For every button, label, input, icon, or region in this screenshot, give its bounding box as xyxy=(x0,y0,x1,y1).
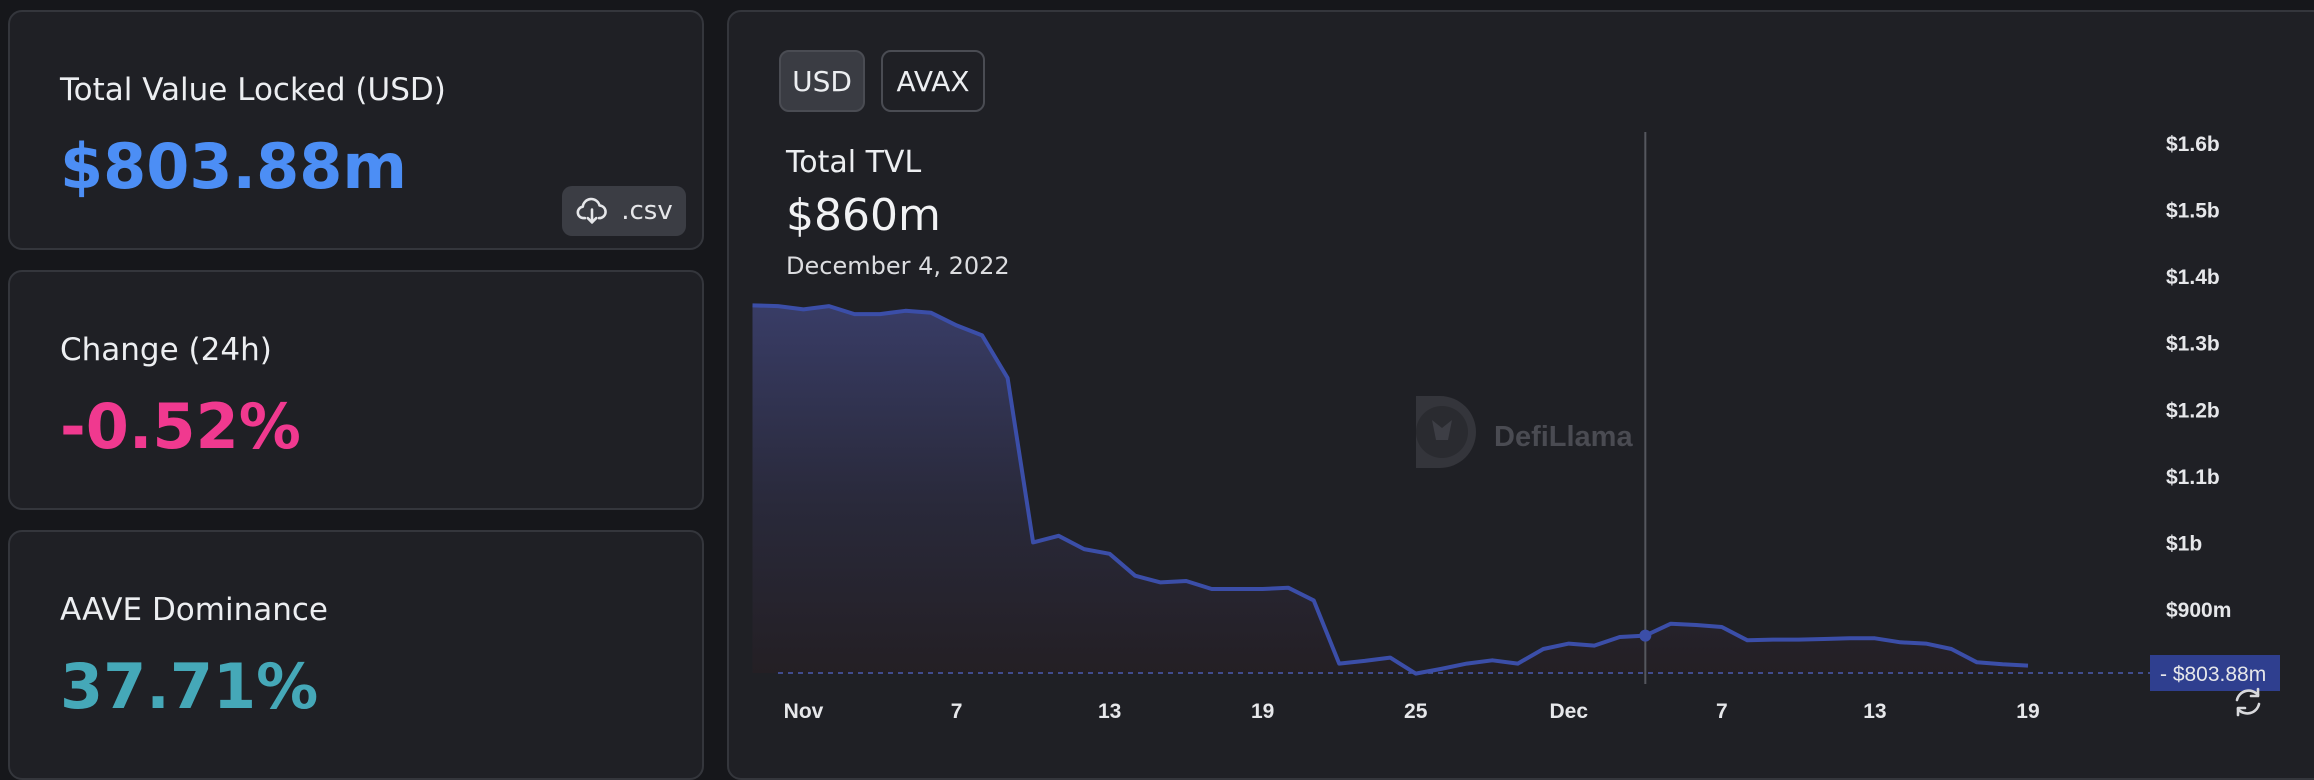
y-tick-label: $900m xyxy=(2166,599,2231,622)
watermark-text: DefiLlama xyxy=(1494,421,1633,453)
defillama-watermark: DefiLlama xyxy=(1416,396,1633,468)
x-tick-label: 19 xyxy=(1251,700,1274,723)
change-card: Change (24h) -0.52% xyxy=(8,270,704,510)
dominance-label: AAVE Dominance xyxy=(60,592,328,628)
dominance-card: AAVE Dominance 37.71% xyxy=(8,530,704,780)
x-tick-label: 19 xyxy=(2016,700,2039,723)
tooltip-date: December 4, 2022 xyxy=(786,252,1010,280)
tvl-area xyxy=(752,305,2028,674)
y-tick-label: $1.6b xyxy=(2166,133,2220,156)
y-tick-label: $1.3b xyxy=(2166,333,2220,356)
current-price-tag xyxy=(2150,655,2280,691)
tvl-chart: DefiLlama $1.6b $1.5b $1.4b $1.3b $1.2b $1.1b… xyxy=(752,132,2280,723)
tvl-card: Total Value Locked (USD) $803.88m .csv xyxy=(8,10,704,250)
x-tick-label: Dec xyxy=(1550,700,1589,723)
tvl-label: Total Value Locked (USD) xyxy=(60,72,446,108)
x-tick-label: Nov xyxy=(784,700,824,723)
y-tick-label: $1b xyxy=(2166,532,2202,555)
x-tick-label: 7 xyxy=(1716,700,1728,723)
dominance-value: 37.71% xyxy=(60,650,319,723)
tooltip-title: Total TVL xyxy=(785,145,921,180)
x-tick-label: 7 xyxy=(951,700,963,723)
tvl-line xyxy=(752,303,2029,676)
llama-logo-icon xyxy=(1416,396,1476,468)
avax-toggle-button[interactable]: AVAX xyxy=(881,50,985,112)
x-tick-label: 13 xyxy=(1863,700,1886,723)
current-price-label: - $803.88m xyxy=(2160,663,2266,686)
change-value: -0.52% xyxy=(60,390,301,463)
usd-toggle-button[interactable]: USD xyxy=(779,50,865,112)
refresh-icon[interactable] xyxy=(2235,687,2261,717)
x-tick-label: 25 xyxy=(1404,700,1428,723)
y-tick-label: $1.4b xyxy=(2166,266,2220,289)
y-tick-label: $1.1b xyxy=(2166,466,2220,489)
x-tick-label: 13 xyxy=(1098,700,1121,723)
change-label: Change (24h) xyxy=(60,332,272,368)
csv-label: .csv xyxy=(621,196,673,226)
y-tick-label: $1.2b xyxy=(2166,399,2220,422)
hover-point xyxy=(1639,629,1652,642)
tooltip-value: $860m xyxy=(786,190,941,241)
y-tick-label: $1.5b xyxy=(2166,200,2220,223)
cloud-download-icon xyxy=(576,197,608,224)
tvl-value: $803.88m xyxy=(60,130,407,203)
download-csv-button[interactable]: .csv xyxy=(562,186,686,236)
